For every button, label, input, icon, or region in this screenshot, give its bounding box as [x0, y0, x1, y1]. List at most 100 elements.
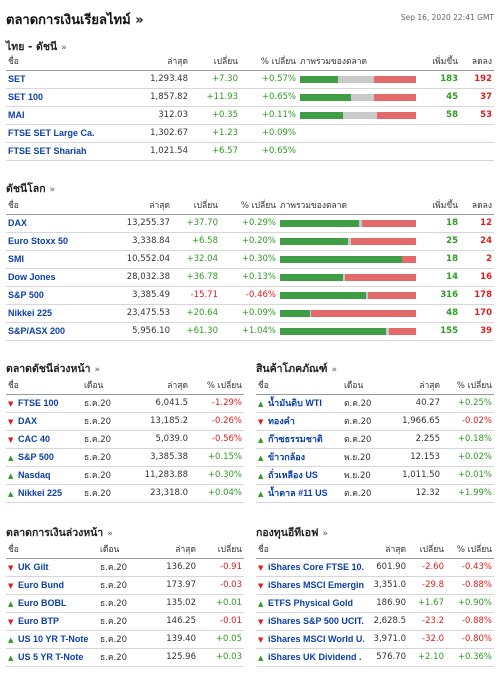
- instrument-cell[interactable]: ▼ UK Gilt: [6, 558, 98, 577]
- instrument-name-link[interactable]: ก๊าซธรรมชาติ: [268, 434, 323, 444]
- table-row[interactable]: ▲ ETFS Physical Gold 186.90 +1.67 +0.90%: [256, 594, 494, 613]
- table-row[interactable]: DAX 13,255.37 +37.70 +0.29% 18 12: [6, 214, 494, 233]
- instrument-cell[interactable]: ▼ Euro Bund: [6, 576, 98, 595]
- table-row[interactable]: S&P 500 3,385.49 -15.71 -0.46% 316 178: [6, 286, 494, 305]
- instrument-cell[interactable]: ▲ Nasdaq: [6, 466, 82, 485]
- index-name-link[interactable]: Nikkei 225: [6, 304, 106, 323]
- instrument-name-link[interactable]: Nikkei 225: [18, 487, 63, 498]
- table-row[interactable]: ▼ iShares MSCI World U. 3,971.0 -32.0 -0.80%: [256, 630, 494, 649]
- table-row[interactable]: ▼ iShares Core FTSE 10. 601.90 -2.60 -0.43%: [256, 558, 494, 577]
- table-row[interactable]: ▼ Euro Bund ธ.ค.20 173.97 -0.03: [6, 576, 244, 595]
- section-title-etf[interactable]: กองทุนอีทีเอฟ»: [256, 527, 328, 539]
- table-row[interactable]: ▲ น้ำมันดิบ WTI ต.ค.20 40.27 +0.25%: [256, 394, 494, 413]
- instrument-cell[interactable]: ▲ ก๊าซธรรมชาติ: [256, 430, 342, 449]
- instrument-cell[interactable]: ▼ CAC 40: [6, 430, 82, 449]
- instrument-cell[interactable]: ▼ DAX: [6, 412, 82, 431]
- index-name-link[interactable]: FTSE SET Large Ca.: [6, 124, 118, 143]
- page-title-link[interactable]: ตลาดการเงินเรียลไทม์ »: [6, 13, 144, 28]
- table-row[interactable]: MAI 312.03 +0.35 +0.11% 58 53: [6, 106, 494, 125]
- table-row[interactable]: ▲ Nikkei 225 ธ.ค.20 23,318.0 +0.04%: [6, 484, 244, 503]
- instrument-name-link[interactable]: Euro BOBL: [18, 597, 67, 608]
- index-name-link[interactable]: DAX: [6, 214, 106, 233]
- section-title-world[interactable]: ดัชนีโลก»: [6, 183, 56, 195]
- index-name-link[interactable]: Dow Jones: [6, 268, 106, 287]
- instrument-cell[interactable]: ▼ ทองคำ: [256, 412, 342, 431]
- instrument-name-link[interactable]: Nasdaq: [18, 469, 51, 480]
- instrument-name-link[interactable]: UK Gilt: [18, 561, 49, 572]
- instrument-name-link[interactable]: iShares MSCI Emergin.: [268, 579, 364, 590]
- instrument-cell[interactable]: ▲ ข้าวกล้อง: [256, 448, 342, 467]
- instrument-name-link[interactable]: iShares UK Dividend .: [268, 651, 362, 662]
- instrument-cell[interactable]: ▼ iShares Core FTSE 10.: [256, 558, 364, 577]
- index-name-link[interactable]: SET: [6, 70, 118, 89]
- table-row[interactable]: ▼ FTSE 100 ธ.ค.20 6,041.5 -1.29%: [6, 394, 244, 413]
- table-row[interactable]: SET 100 1,857.82 +11.93 +0.65% 45 37: [6, 88, 494, 107]
- table-row[interactable]: FTSE SET Large Ca. 1,302.67 +1.23 +0.09%: [6, 124, 494, 143]
- table-row[interactable]: ▼ iShares MSCI Emergin. 3,351.0 -29.8 -0.88%: [256, 576, 494, 595]
- table-row[interactable]: FTSE SET Shariah 1,021.54 +6.57 +0.65%: [6, 142, 494, 161]
- instrument-name-link[interactable]: iShares MSCI World U.: [268, 633, 364, 644]
- instrument-name-link[interactable]: iShares Core FTSE 10.: [268, 561, 364, 572]
- instrument-cell[interactable]: ▼ iShares MSCI Emergin.: [256, 576, 364, 595]
- table-row[interactable]: ▲ Euro BOBL ธ.ค.20 135.02 +0.01: [6, 594, 244, 613]
- index-name-link[interactable]: S&P 500: [6, 286, 106, 305]
- instrument-name-link[interactable]: น้ำมันดิบ WTI: [268, 398, 322, 408]
- section-title-financial-futures[interactable]: ตลาดการเงินล่วงหน้า»: [6, 527, 113, 539]
- instrument-name-link[interactable]: US 10 YR T-Note: [18, 633, 89, 644]
- table-row[interactable]: ▲ น้ำตาล #11 US ต.ค.20 12.32 +1.99%: [256, 484, 494, 503]
- table-row[interactable]: ▼ ทองคำ ต.ค.20 1,966.65 -0.02%: [256, 412, 494, 431]
- instrument-cell[interactable]: ▲ Nikkei 225: [6, 484, 82, 503]
- instrument-cell[interactable]: ▼ iShares MSCI World U.: [256, 630, 364, 649]
- index-name-link[interactable]: SMI: [6, 250, 106, 269]
- instrument-cell[interactable]: ▲ น้ำมันดิบ WTI: [256, 394, 342, 413]
- table-row[interactable]: ▲ Nasdaq ธ.ค.20 11,283.88 +0.30%: [6, 466, 244, 485]
- instrument-name-link[interactable]: CAC 40: [18, 433, 51, 444]
- instrument-cell[interactable]: ▼ Euro BTP: [6, 612, 98, 631]
- instrument-name-link[interactable]: ทองคำ: [268, 416, 295, 426]
- instrument-name-link[interactable]: ข้าวกล้อง: [268, 452, 306, 462]
- instrument-name-link[interactable]: S&P 500: [18, 451, 54, 462]
- index-name-link[interactable]: Euro Stoxx 50: [6, 232, 106, 251]
- table-row[interactable]: ▼ CAC 40 ธ.ค.20 5,039.0 -0.56%: [6, 430, 244, 449]
- table-row[interactable]: ▲ ข้าวกล้อง พ.ย.20 12.153 +0.02%: [256, 448, 494, 467]
- instrument-name-link[interactable]: Euro BTP: [18, 615, 60, 626]
- table-row[interactable]: SET 1,293.48 +7.30 +0.57% 183 192: [6, 70, 494, 89]
- instrument-cell[interactable]: ▲ US 5 YR T-Note: [6, 648, 98, 667]
- instrument-name-link[interactable]: US 5 YR T-Note: [18, 651, 84, 662]
- table-row[interactable]: ▲ iShares UK Dividend . 576.70 +2.10 +0.36%: [256, 648, 494, 667]
- instrument-name-link[interactable]: น้ำตาล #11 US: [268, 488, 328, 498]
- table-row[interactable]: ▼ UK Gilt ธ.ค.20 136.20 -0.91: [6, 558, 244, 577]
- table-row[interactable]: S&P/ASX 200 5,956.10 +61.30 +1.04% 155 39: [6, 322, 494, 341]
- section-title-index-futures[interactable]: ตลาดดัชนีล่วงหน้า»: [6, 363, 101, 375]
- instrument-name-link[interactable]: iShares S&P 500 UCIT.: [268, 615, 364, 626]
- table-row[interactable]: ▲ US 5 YR T-Note ธ.ค.20 125.96 +0.03: [6, 648, 244, 667]
- instrument-cell[interactable]: ▲ iShares UK Dividend .: [256, 648, 364, 667]
- instrument-cell[interactable]: ▲ Euro BOBL: [6, 594, 98, 613]
- instrument-cell[interactable]: ▲ ถั่วเหลือง US: [256, 466, 342, 485]
- index-name-link[interactable]: S&P/ASX 200: [6, 322, 106, 341]
- table-row[interactable]: Dow Jones 28,032.38 +36.78 +0.13% 14 16: [6, 268, 494, 287]
- table-row[interactable]: ▼ iShares S&P 500 UCIT. 2,628.5 -23.2 -0.88%: [256, 612, 494, 631]
- instrument-name-link[interactable]: Euro Bund: [18, 579, 64, 590]
- table-row[interactable]: ▲ US 10 YR T-Note ธ.ค.20 139.40 +0.05: [6, 630, 244, 649]
- table-row[interactable]: ▲ ก๊าซธรรมชาติ ต.ค.20 2.255 +0.18%: [256, 430, 494, 449]
- instrument-name-link[interactable]: ถั่วเหลือง US: [268, 470, 318, 480]
- section-title-thai[interactable]: ไทย - ดัชนี»: [6, 41, 67, 53]
- instrument-name-link[interactable]: DAX: [18, 415, 38, 426]
- index-name-link[interactable]: SET 100: [6, 88, 118, 107]
- table-row[interactable]: ▼ DAX ธ.ค.20 13,185.2 -0.26%: [6, 412, 244, 431]
- instrument-cell[interactable]: ▲ ETFS Physical Gold: [256, 594, 364, 613]
- table-row[interactable]: ▼ Euro BTP ธ.ค.20 146.25 -0.01: [6, 612, 244, 631]
- table-row[interactable]: Euro Stoxx 50 3,338.84 +6.58 +0.20% 25 24: [6, 232, 494, 251]
- instrument-cell[interactable]: ▲ S&P 500: [6, 448, 82, 467]
- instrument-name-link[interactable]: ETFS Physical Gold: [268, 597, 354, 608]
- instrument-name-link[interactable]: FTSE 100: [18, 397, 59, 408]
- instrument-cell[interactable]: ▼ iShares S&P 500 UCIT.: [256, 612, 364, 631]
- table-row[interactable]: ▲ S&P 500 ธ.ค.20 3,385.38 +0.15%: [6, 448, 244, 467]
- table-row[interactable]: ▲ ถั่วเหลือง US พ.ย.20 1,011.50 +0.01%: [256, 466, 494, 485]
- instrument-cell[interactable]: ▲ US 10 YR T-Note: [6, 630, 98, 649]
- index-name-link[interactable]: FTSE SET Shariah: [6, 142, 118, 161]
- index-name-link[interactable]: MAI: [6, 106, 118, 125]
- table-row[interactable]: SMI 10,552.04 +32.04 +0.30% 18 2: [6, 250, 494, 269]
- instrument-cell[interactable]: ▼ FTSE 100: [6, 394, 82, 413]
